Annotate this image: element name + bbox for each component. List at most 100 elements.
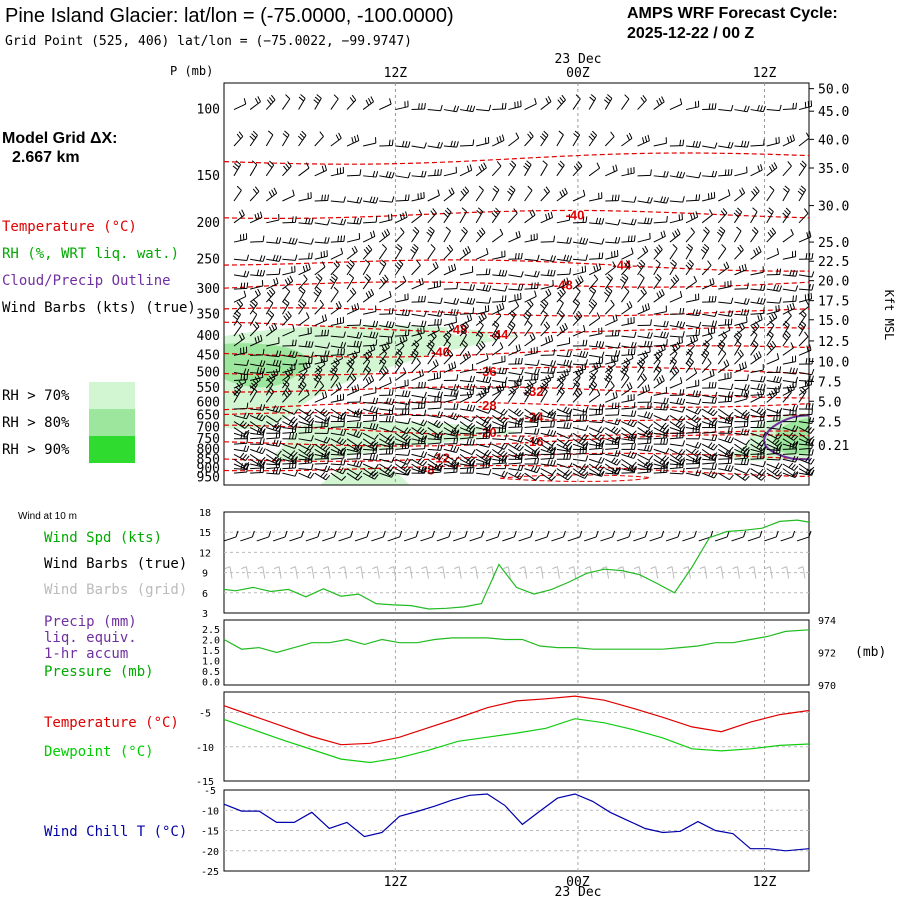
wind-barb bbox=[379, 415, 394, 423]
wind-barb bbox=[621, 372, 630, 389]
wind-barb-true bbox=[371, 530, 386, 542]
wind-barb bbox=[766, 388, 778, 403]
wind-barb bbox=[508, 357, 523, 365]
wind-barb bbox=[524, 458, 540, 465]
wind-barb bbox=[782, 415, 798, 423]
wind-barb bbox=[733, 330, 743, 347]
pressure-tick-label: 150 bbox=[197, 169, 220, 184]
wind-panel: 3 6 9 12 15 18 bbox=[199, 508, 812, 620]
wind-barb bbox=[540, 374, 552, 389]
wind-barb bbox=[282, 387, 292, 403]
wind-barb bbox=[717, 244, 727, 260]
wind-barb bbox=[427, 395, 442, 403]
isotherm-line bbox=[223, 152, 810, 165]
wind-barb bbox=[233, 185, 242, 202]
wind-barb bbox=[685, 441, 702, 449]
wind-barb bbox=[702, 426, 717, 434]
wind-barb bbox=[797, 320, 807, 337]
time-tick-label: 00Z bbox=[566, 875, 590, 890]
wind-barb bbox=[572, 311, 583, 326]
wind-barb bbox=[250, 235, 265, 243]
wind-barb bbox=[524, 299, 534, 315]
wind-barb bbox=[265, 379, 274, 396]
wind-barb bbox=[588, 130, 598, 147]
wind-barb bbox=[524, 98, 537, 111]
pressure-panel: 2.52.01.51.00.50.0 974 972 970 bbox=[202, 616, 836, 692]
wind-barb bbox=[330, 458, 346, 466]
wind-barb bbox=[443, 389, 459, 397]
time-tick-label: 12Z bbox=[753, 66, 777, 81]
wind-barb bbox=[589, 351, 605, 358]
wind-barb bbox=[604, 365, 613, 381]
wind-barb bbox=[233, 380, 244, 396]
wind-barb bbox=[298, 471, 315, 479]
wind-barb bbox=[540, 279, 554, 290]
wind-barb bbox=[491, 387, 502, 403]
height-tick-label: 22.5 bbox=[818, 255, 849, 270]
wind-barb bbox=[556, 337, 571, 347]
wind-barb bbox=[621, 427, 637, 436]
wind-barb bbox=[265, 187, 278, 202]
pressure-label: Pressure (mb) bbox=[44, 664, 154, 680]
wind-barb bbox=[717, 331, 728, 347]
wind-barb bbox=[282, 462, 297, 470]
pressure-unit-label: (mb) bbox=[855, 645, 886, 660]
wind-speed-line bbox=[223, 519, 810, 610]
wind-barb bbox=[233, 458, 250, 468]
wind-barb bbox=[250, 404, 266, 411]
wind-barb bbox=[508, 252, 523, 260]
wind-barb bbox=[476, 297, 492, 304]
wind-barb bbox=[379, 320, 395, 329]
height-tick-label: 30.0 bbox=[818, 200, 849, 215]
wind-barb bbox=[346, 430, 363, 439]
wind-barb bbox=[313, 372, 322, 389]
wind-barb-true bbox=[534, 530, 550, 542]
wind-barb bbox=[556, 94, 566, 110]
precip-accum-label: 1-hr accum bbox=[44, 646, 128, 662]
wind-barb bbox=[249, 380, 258, 396]
wind-barb bbox=[266, 254, 282, 262]
wind-barb bbox=[379, 471, 395, 478]
wind-barb-grid bbox=[470, 566, 479, 579]
wind-barb bbox=[572, 216, 588, 224]
precip-label: Precip (mm) bbox=[44, 614, 137, 630]
wind-barb bbox=[782, 102, 798, 111]
wind-barb bbox=[363, 447, 378, 455]
wind-barb bbox=[766, 375, 783, 384]
wind-barb bbox=[459, 350, 472, 365]
wind-barb bbox=[265, 130, 274, 147]
wind-barb bbox=[556, 298, 564, 315]
wind-barb bbox=[427, 104, 443, 112]
wind-barb bbox=[797, 185, 807, 202]
wind-barb bbox=[701, 407, 718, 417]
precip-tick-label: 2.0 bbox=[202, 636, 220, 647]
wind-barb bbox=[798, 283, 814, 291]
wind-barb bbox=[653, 244, 663, 260]
wind-barb bbox=[524, 282, 539, 290]
isotherm-line bbox=[223, 281, 810, 289]
wind-barb bbox=[427, 466, 442, 474]
cross-section-frame bbox=[223, 82, 810, 486]
wind-barb bbox=[427, 444, 443, 451]
wind-barb bbox=[250, 466, 265, 474]
wind-barb bbox=[282, 310, 292, 326]
wind-barb bbox=[798, 449, 814, 456]
wind-barb bbox=[734, 244, 744, 260]
wind-barb bbox=[685, 407, 702, 415]
wind-barb bbox=[427, 318, 442, 327]
wind-barb bbox=[330, 166, 345, 177]
wind-barb bbox=[572, 437, 589, 447]
pressure-tick-label: 450 bbox=[197, 348, 220, 363]
wind-barb bbox=[475, 340, 486, 356]
wind-barb bbox=[459, 404, 476, 412]
isotherm-label: -40 bbox=[431, 345, 450, 360]
wind-barb bbox=[556, 471, 573, 481]
wind-barb bbox=[330, 437, 347, 446]
wind-barb bbox=[282, 339, 297, 347]
wind-barb bbox=[540, 186, 551, 202]
wind-barb bbox=[443, 412, 460, 421]
wind-barb bbox=[379, 437, 395, 446]
wind-barb-true bbox=[764, 530, 779, 542]
wind-barb bbox=[782, 342, 794, 356]
wind-barb bbox=[476, 104, 492, 112]
